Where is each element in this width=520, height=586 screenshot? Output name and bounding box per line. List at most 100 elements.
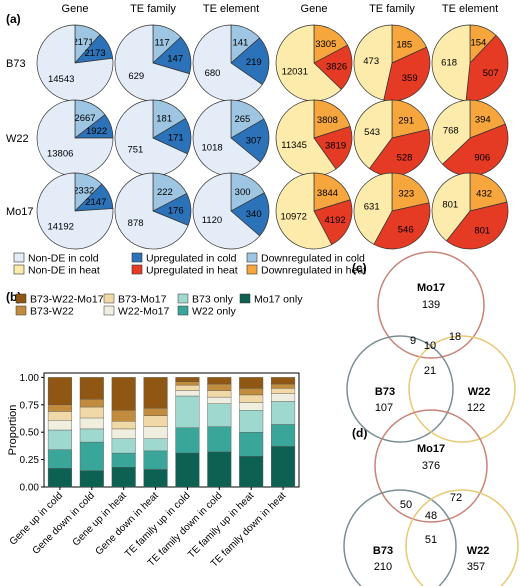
y-tick-label: 0.00 [20, 483, 40, 494]
bar-segment [239, 410, 264, 433]
slice-upregulated [445, 201, 509, 250]
slice-label: 631 [364, 201, 380, 212]
venn-circle-w22 [408, 335, 516, 443]
slice-label: 2332 [73, 185, 94, 196]
slice-label: 2173 [85, 48, 106, 59]
bar-legend-swatch [239, 293, 251, 304]
bar-segment [79, 417, 104, 430]
bar-segment [111, 377, 136, 411]
slice-label: 171 [168, 132, 184, 143]
slice-upregulated [313, 44, 353, 90]
legend-swatch [131, 252, 143, 263]
slice-upregulated [313, 199, 353, 246]
column-header: Gene [62, 3, 89, 15]
column-header: TE family [130, 3, 176, 15]
bar-stacks [47, 377, 296, 488]
slice-label: 222 [157, 187, 173, 198]
venn-circle-mo17 [377, 251, 485, 359]
slice-label: 2171 [73, 37, 94, 48]
row-label: B73 [6, 58, 26, 70]
bar-segment [207, 426, 232, 453]
slice-label: 3305 [315, 39, 336, 50]
legend-swatch [246, 264, 258, 275]
slice-non-de [192, 99, 261, 177]
venn-count: 107 [375, 402, 393, 414]
venn-set-name: B73 [375, 386, 395, 398]
slice-label: 12031 [282, 67, 308, 78]
bar-segment [143, 407, 168, 417]
slice-non-de [114, 24, 190, 102]
bar-legend-swatch [177, 293, 189, 304]
slice-downregulated [313, 99, 351, 139]
bar-legend-label: B73-W22 [30, 306, 74, 318]
slice-label: 680 [205, 68, 221, 79]
venn-set-name: Mo17 [417, 443, 445, 455]
bar-segment [175, 390, 200, 397]
bar-segment [143, 469, 168, 488]
slice-label: 11345 [281, 140, 307, 151]
bar-segment [79, 406, 104, 419]
bar-segment [47, 404, 72, 412]
slice-label: 323 [398, 189, 414, 200]
slice-non-de [275, 172, 333, 250]
bar-segment [175, 427, 200, 454]
slice-label: 1018 [202, 142, 223, 153]
slice-label: 4192 [325, 215, 346, 226]
bar-segment [239, 402, 264, 411]
bar-segment [207, 403, 232, 427]
bar-segment [239, 388, 264, 396]
bar-segment [79, 399, 104, 408]
pie-grid: Gene TE family TE element Gene TE family TE e… [6, 3, 509, 250]
x-tick-label: Gene up in cold [8, 490, 65, 547]
bar-legend-label: B73-W22-Mo17 [30, 294, 104, 306]
slice-label: 801 [474, 226, 490, 237]
slice-label: 751 [127, 145, 143, 156]
venn-count: 18 [449, 331, 461, 343]
bar-segment [271, 446, 296, 488]
venn-count: 48 [425, 510, 437, 522]
plot-frame [43, 372, 300, 488]
bar-legend-swatch [103, 293, 115, 304]
bar-segment [239, 456, 264, 488]
column-header: TE element [203, 3, 259, 15]
bar-segment [143, 438, 168, 452]
bar-segment [111, 410, 136, 422]
slice-downregulated [152, 172, 188, 212]
slice-upregulated [313, 125, 353, 170]
bar-segment [207, 383, 232, 391]
slice-non-de [36, 24, 114, 102]
slice-non-de [353, 172, 393, 245]
venn-count: 210 [374, 561, 392, 573]
slice-upregulated [230, 192, 270, 237]
slice-label: 141 [232, 38, 248, 49]
bar-segment [47, 377, 72, 405]
bar-segment [111, 438, 136, 454]
bar-segment [47, 449, 72, 469]
y-tick-label: 0.50 [20, 428, 40, 439]
legend-swatch [13, 264, 25, 275]
bar-segment [143, 450, 168, 470]
slice-downregulated [313, 172, 351, 212]
slice-label: 307 [246, 135, 262, 146]
venn-set-name: W22 [468, 386, 491, 398]
column-header: Gene [301, 3, 328, 15]
slice-label: 528 [397, 153, 413, 164]
slice-non-de [353, 24, 393, 101]
venn-count: 21 [424, 365, 436, 377]
slice-label: 359 [402, 73, 418, 84]
slice-label: 1120 [202, 215, 222, 226]
bar-segment [143, 415, 168, 427]
bar-segment [47, 468, 72, 488]
slice-label: 300 [235, 187, 251, 198]
pie-legend: Non-DE in cold Upregulated in cold Downreg… [13, 252, 366, 277]
slice-non-de [431, 172, 471, 242]
bar-segment [239, 432, 264, 457]
bar-segment [271, 401, 296, 425]
y-tick-label: 0.75 [20, 400, 40, 411]
bar-segment [271, 383, 296, 389]
venn-count: 139 [422, 299, 440, 311]
y-tick-label: 0.25 [20, 455, 40, 466]
slice-label: 629 [128, 71, 144, 82]
slice-non-de [431, 99, 471, 165]
slice-label: 878 [128, 218, 144, 229]
